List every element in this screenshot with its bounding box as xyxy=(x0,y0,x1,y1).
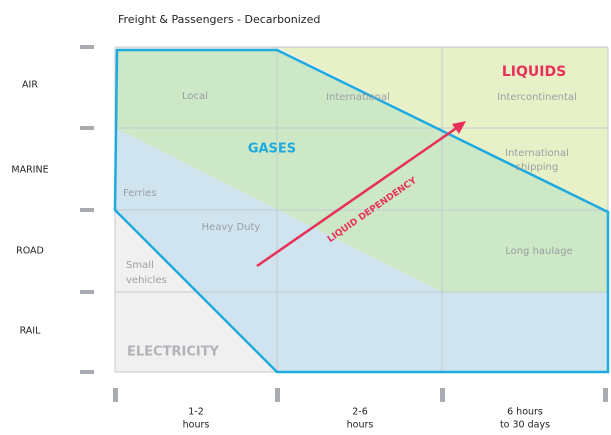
column-label: hours xyxy=(183,420,210,431)
zone-label: ELECTRICITY xyxy=(127,345,220,360)
row-label: MARINE xyxy=(11,165,48,176)
segment-label: Long haulage xyxy=(505,246,573,257)
column-label: 6 hours xyxy=(507,407,543,418)
zone-label: LIQUIDS xyxy=(502,64,566,80)
column-ticks xyxy=(113,388,608,402)
arrow-head xyxy=(452,121,466,134)
segment-label: International xyxy=(505,148,569,159)
segment-label: Ferries xyxy=(123,188,157,199)
column-label: to 30 days xyxy=(500,420,550,431)
column-label: 2-6 xyxy=(352,407,368,418)
row-label: AIR xyxy=(22,80,38,91)
segment-label: Local xyxy=(182,91,208,102)
arrow xyxy=(256,125,459,268)
segment-label: Intercontinental xyxy=(497,92,577,103)
gases-area xyxy=(115,128,608,372)
segment-label: International xyxy=(326,92,390,103)
zone-label: GASES xyxy=(248,142,296,157)
segment-label: Heavy Duty xyxy=(202,222,261,233)
segment-label: vehicles xyxy=(126,275,167,286)
row-label: ROAD xyxy=(16,246,44,257)
column-label: 1-2 xyxy=(188,407,204,418)
segment-label: Small xyxy=(126,260,154,271)
gases-liquids-area xyxy=(115,50,608,292)
row-label: RAIL xyxy=(20,326,42,337)
segment-label: shipping xyxy=(516,162,559,173)
title: Freight & Passengers - Decarbonized xyxy=(118,13,320,26)
row-ticks xyxy=(80,45,94,374)
column-label: hours xyxy=(347,420,374,431)
gases-outline xyxy=(113,48,610,374)
